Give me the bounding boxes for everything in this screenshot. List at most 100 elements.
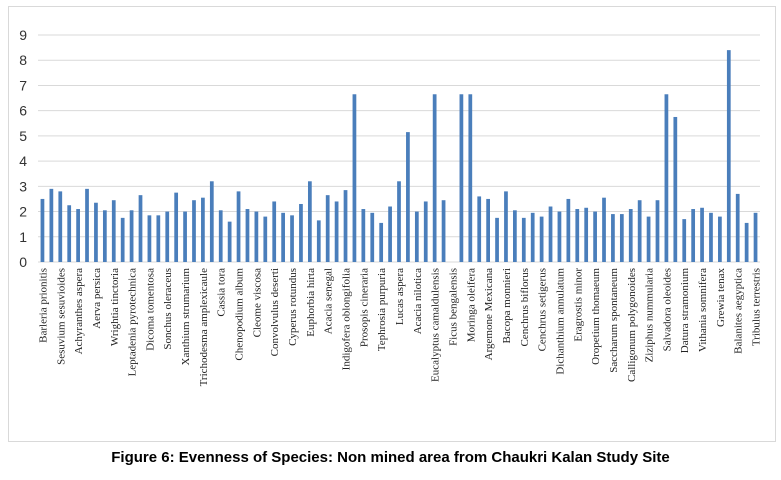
bar (575, 209, 580, 262)
x-category-label: Ziziphus nummularia (644, 268, 656, 363)
bar (147, 215, 152, 262)
x-category-label: Tephrosia purpuria (376, 268, 388, 351)
bar (593, 211, 597, 262)
y-tick-label: 6 (19, 103, 27, 119)
bar (584, 207, 589, 262)
x-category-label: Cassia tora (216, 268, 228, 317)
bar (218, 210, 223, 262)
bar (254, 211, 259, 262)
x-category-label: Lucas aspera (394, 268, 406, 325)
x-category-label: Cleome viscosa (251, 268, 263, 337)
bar (316, 220, 321, 262)
x-category-label: Indigofera oblongifolia (341, 268, 353, 370)
bar (530, 212, 535, 262)
x-category-label: Convolvulus deserti (269, 268, 281, 356)
bar (263, 216, 268, 262)
bar (183, 211, 187, 262)
bar (236, 191, 241, 262)
bar (406, 132, 410, 262)
bar (165, 211, 170, 262)
bar (397, 181, 401, 262)
bar (307, 181, 312, 262)
bar (664, 94, 669, 263)
x-category-label: Chenopodium album (234, 268, 246, 361)
bar (602, 197, 606, 262)
x-category-label: Aerva persica (91, 268, 103, 329)
bar (718, 216, 722, 262)
x-category-label: Euphorbia hirta (305, 268, 317, 337)
bar (423, 201, 428, 262)
bar (441, 200, 446, 262)
x-category-label: Calligonum polygonoides (626, 268, 638, 382)
x-category-label: Prosopis cineraria (358, 268, 370, 347)
bar (611, 214, 615, 262)
bar (201, 197, 205, 262)
bar (192, 200, 196, 262)
bar (655, 200, 660, 262)
x-category-label: Cenchrus biflorus (519, 268, 531, 347)
y-tick-label: 0 (19, 254, 27, 270)
bar (299, 203, 303, 262)
bar (548, 206, 553, 262)
y-tick-label: 1 (19, 229, 27, 245)
bar (325, 195, 330, 262)
bar (379, 222, 384, 262)
y-tick-label: 5 (19, 128, 27, 144)
y-tick-label: 3 (19, 178, 27, 194)
bar (94, 202, 98, 262)
bar (40, 198, 45, 262)
bar (432, 94, 437, 263)
bar (102, 210, 107, 262)
x-category-label: Wrightia tinctoria (109, 268, 121, 346)
bar (58, 191, 63, 262)
bar (557, 211, 562, 262)
x-category-label: Vithania somnifera (697, 268, 709, 352)
bar (691, 209, 696, 262)
bar (414, 211, 419, 262)
bar (76, 209, 80, 262)
bar (628, 209, 633, 262)
x-category-label: Moringa oleifera (465, 268, 477, 342)
bar (111, 200, 116, 262)
bar (459, 94, 464, 263)
x-category-label: Acacia nilotica (412, 268, 424, 334)
bar (495, 217, 499, 262)
bar (174, 192, 179, 262)
bar (726, 50, 731, 262)
x-category-label: Bacopa monnieri (501, 268, 513, 343)
bar (477, 196, 482, 262)
x-category-label: Barleria prionitis (37, 268, 49, 343)
bar (646, 216, 651, 262)
x-category-label: Acacia senegal (323, 268, 335, 334)
x-category-label: Balanites aegyptica (733, 268, 745, 354)
x-category-label: Trichodesma amplexicaule (198, 268, 210, 387)
x-category-label: Oropetium thomaeum (590, 268, 602, 365)
x-category-label: Ficus bengalensis (447, 268, 459, 346)
bar (245, 209, 250, 262)
bar (619, 214, 624, 262)
bar (700, 207, 704, 262)
x-category-label: Xanthium strumarium (180, 268, 192, 366)
bar (370, 212, 375, 262)
bar (682, 219, 687, 262)
bar (67, 205, 72, 262)
bar (673, 116, 678, 262)
x-category-label: Tribulus terrestris (751, 268, 763, 346)
bar (361, 209, 366, 262)
figure-caption: Figure 6: Evenness of Species: Non mined… (111, 449, 670, 466)
bar (209, 181, 214, 262)
bar (753, 212, 758, 262)
y-tick-label: 8 (19, 52, 27, 68)
bar (138, 195, 143, 262)
bar (468, 94, 473, 263)
bar (290, 215, 294, 262)
x-category-label: Dicoma tomentosa (144, 268, 156, 351)
bar (272, 201, 277, 262)
bar (637, 200, 642, 262)
x-category-label: Achyranthes aspera (73, 268, 85, 355)
bar (129, 210, 134, 262)
x-category-label: Salvadora oleoides (661, 268, 673, 351)
bar (735, 193, 740, 262)
bar (120, 217, 125, 262)
x-category-label: Dichanthium annulatum (554, 268, 566, 375)
